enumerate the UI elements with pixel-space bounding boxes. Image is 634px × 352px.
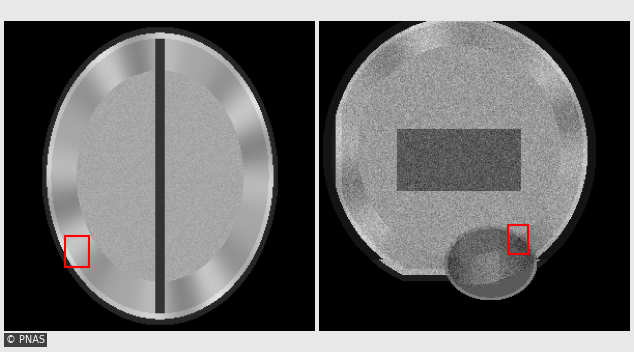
Text: B: B	[332, 33, 349, 53]
Bar	[65, 235, 89, 266]
Bar	[508, 225, 527, 254]
Text: A: A	[16, 33, 34, 53]
Text: © PNAS: © PNAS	[6, 335, 46, 345]
